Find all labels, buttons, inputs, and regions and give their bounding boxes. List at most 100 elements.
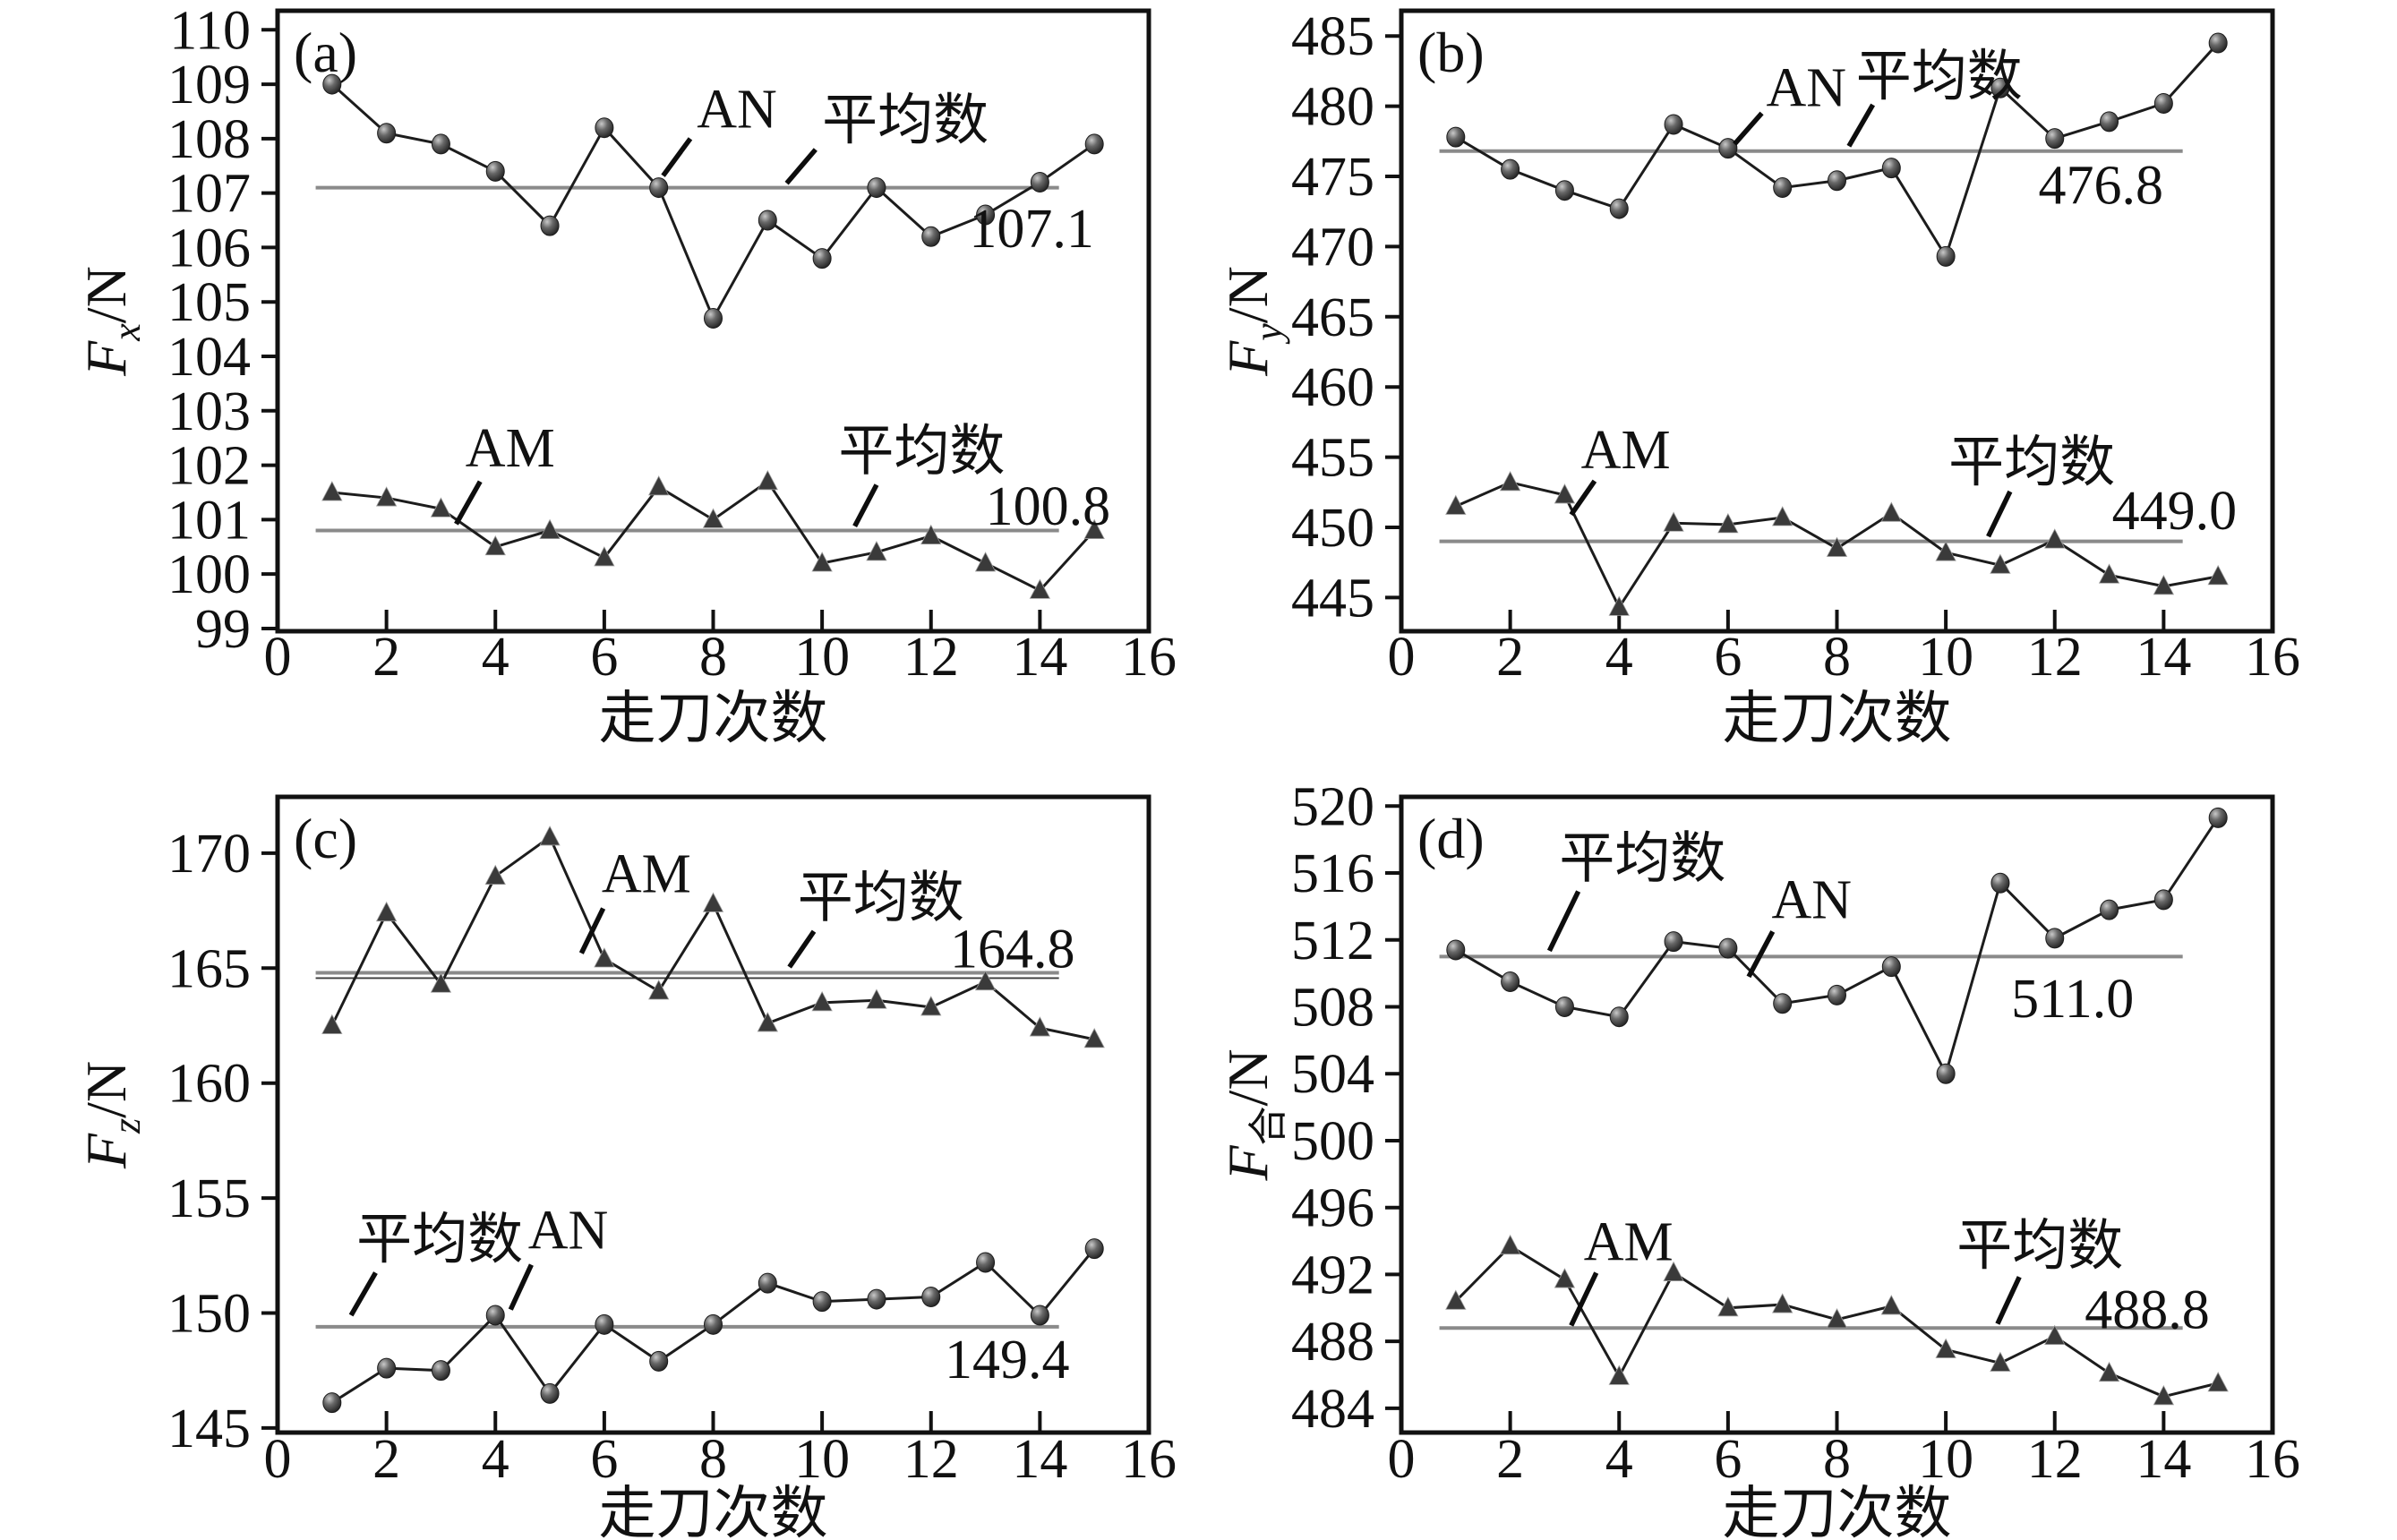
x-tick-label: 10 [1918,1429,1973,1490]
x-tick-label: 2 [1496,627,1524,688]
marker-triangle-AM [1717,1296,1739,1317]
y-tick-label: 105 [167,272,251,333]
marker-circle-AN [2208,32,2228,54]
y-axis-title: Fy/N [1216,266,1290,377]
series-label-AN-pointer [508,1263,534,1311]
marker-circle-AN [1501,971,1520,992]
series-line-AM [331,479,1096,593]
marker-triangle-AM [539,518,561,539]
x-axis-title: 走刀次数 [1723,687,1952,750]
y-tick-label: 109 [167,55,251,116]
marker-circle-AN [1936,1063,1956,1084]
marker-triangle-AM [920,524,942,545]
y-tick-label: 520 [1291,776,1374,837]
panel-label: (c) [294,807,357,870]
marker-triangle-AM [2098,1361,2120,1382]
marker-circle-AN [2100,899,2119,920]
series-label-AM: AM [466,418,555,479]
marker-triangle-AM [1717,512,1739,534]
marker-circle-AN [2153,889,2173,911]
series-label-AM: AM [1584,1212,1674,1273]
x-tick-label: 16 [1121,627,1177,688]
series-label-AN: AN [697,80,777,141]
marker-triangle-AM [1880,501,1902,522]
y-axis-title: Fz/N [74,1061,149,1169]
marker-circle-AN [921,226,941,247]
x-tick-label: 12 [903,1429,959,1490]
marker-triangle-AM [1083,518,1105,539]
y-tick-label: 475 [1291,147,1374,208]
marker-circle-AN [649,1350,669,1372]
marker-circle-AN [921,1286,941,1307]
marker-circle-AN [2100,111,2119,133]
marker-circle-AN [431,133,450,155]
marker-circle-AN [1664,114,1683,135]
x-tick-label: 6 [590,627,618,688]
axis-frame [275,8,1151,634]
marker-triangle-AM [1990,553,2011,574]
marker-triangle-AM [321,481,343,501]
marker-triangle-AM [430,972,452,993]
series-label-AN-pointer [1733,111,1764,146]
marker-triangle-AM [1554,483,1576,504]
x-tick-label: 4 [1605,627,1633,688]
y-tick-label: 170 [167,824,251,885]
marker-circle-AN [1501,158,1520,180]
x-tick-label: 10 [794,627,850,688]
marker-circle-AN [1030,1305,1049,1326]
marker-circle-AN [1084,133,1104,155]
mean-label-1-pointer [348,1271,378,1317]
marker-triangle-AM [1554,1268,1576,1288]
y-tick-label: 107 [167,164,251,225]
marker-circle-AN [1446,939,1466,961]
x-tick-label: 6 [590,1429,618,1490]
series-label-AM: AM [1581,420,1671,481]
marker-circle-AN [1030,171,1049,192]
y-tick-label: 455 [1291,428,1374,489]
marker-circle-AN [322,73,342,95]
marker-circle-AN [595,117,614,139]
marker-triangle-AM [321,1014,343,1034]
y-tick-label: 99 [195,599,251,660]
y-tick-label: 470 [1291,217,1374,278]
marker-triangle-AM [1445,494,1467,515]
marker-triangle-AM [866,540,887,561]
marker-triangle-AM [1499,1234,1521,1255]
marker-triangle-AM [811,990,833,1012]
x-tick-label: 0 [1388,627,1416,688]
marker-triangle-AM [702,892,724,912]
marker-circle-AN [1718,138,1738,159]
x-tick-label: 0 [264,1429,292,1490]
mean-label-1: 平均数 [838,421,1005,482]
mean-value-1: 100.8 [986,476,1111,537]
marker-circle-AN [1881,956,1901,978]
x-tick-label: 2 [372,1429,400,1490]
y-tick-label: 450 [1291,498,1374,559]
marker-circle-AN [1609,198,1629,219]
panel-label: (d) [1417,807,1485,870]
y-tick-label: 108 [167,109,251,170]
marker-triangle-AM [1608,1365,1630,1385]
x-tick-label: 4 [1605,1429,1633,1490]
marker-circle-AN [2153,92,2173,114]
marker-circle-AN [867,177,886,199]
subplot-a: 0 2 4 6 8 10 12 14 16991001011021031041051061071… [74,0,1177,750]
y-axis-title: F合/N [1216,1048,1290,1181]
series-label-AM-pointer [1569,479,1597,517]
marker-triangle-AM [1772,1293,1793,1313]
x-tick-label: 12 [2027,627,2083,688]
marker-circle-AN [1664,931,1683,953]
marker-circle-AN [540,215,560,236]
marker-triangle-AM [539,826,561,846]
x-tick-label: 16 [2245,1429,2300,1490]
marker-triangle-AM [866,988,887,1009]
panel-label: (b) [1417,21,1485,84]
marker-triangle-AM [648,475,670,496]
marker-triangle-AM [1663,511,1684,532]
marker-triangle-AM [1029,1016,1051,1037]
y-tick-label: 445 [1291,568,1374,629]
marker-circle-AN [1773,177,1793,199]
y-tick-label: 106 [167,218,251,278]
x-tick-label: 12 [903,627,959,688]
